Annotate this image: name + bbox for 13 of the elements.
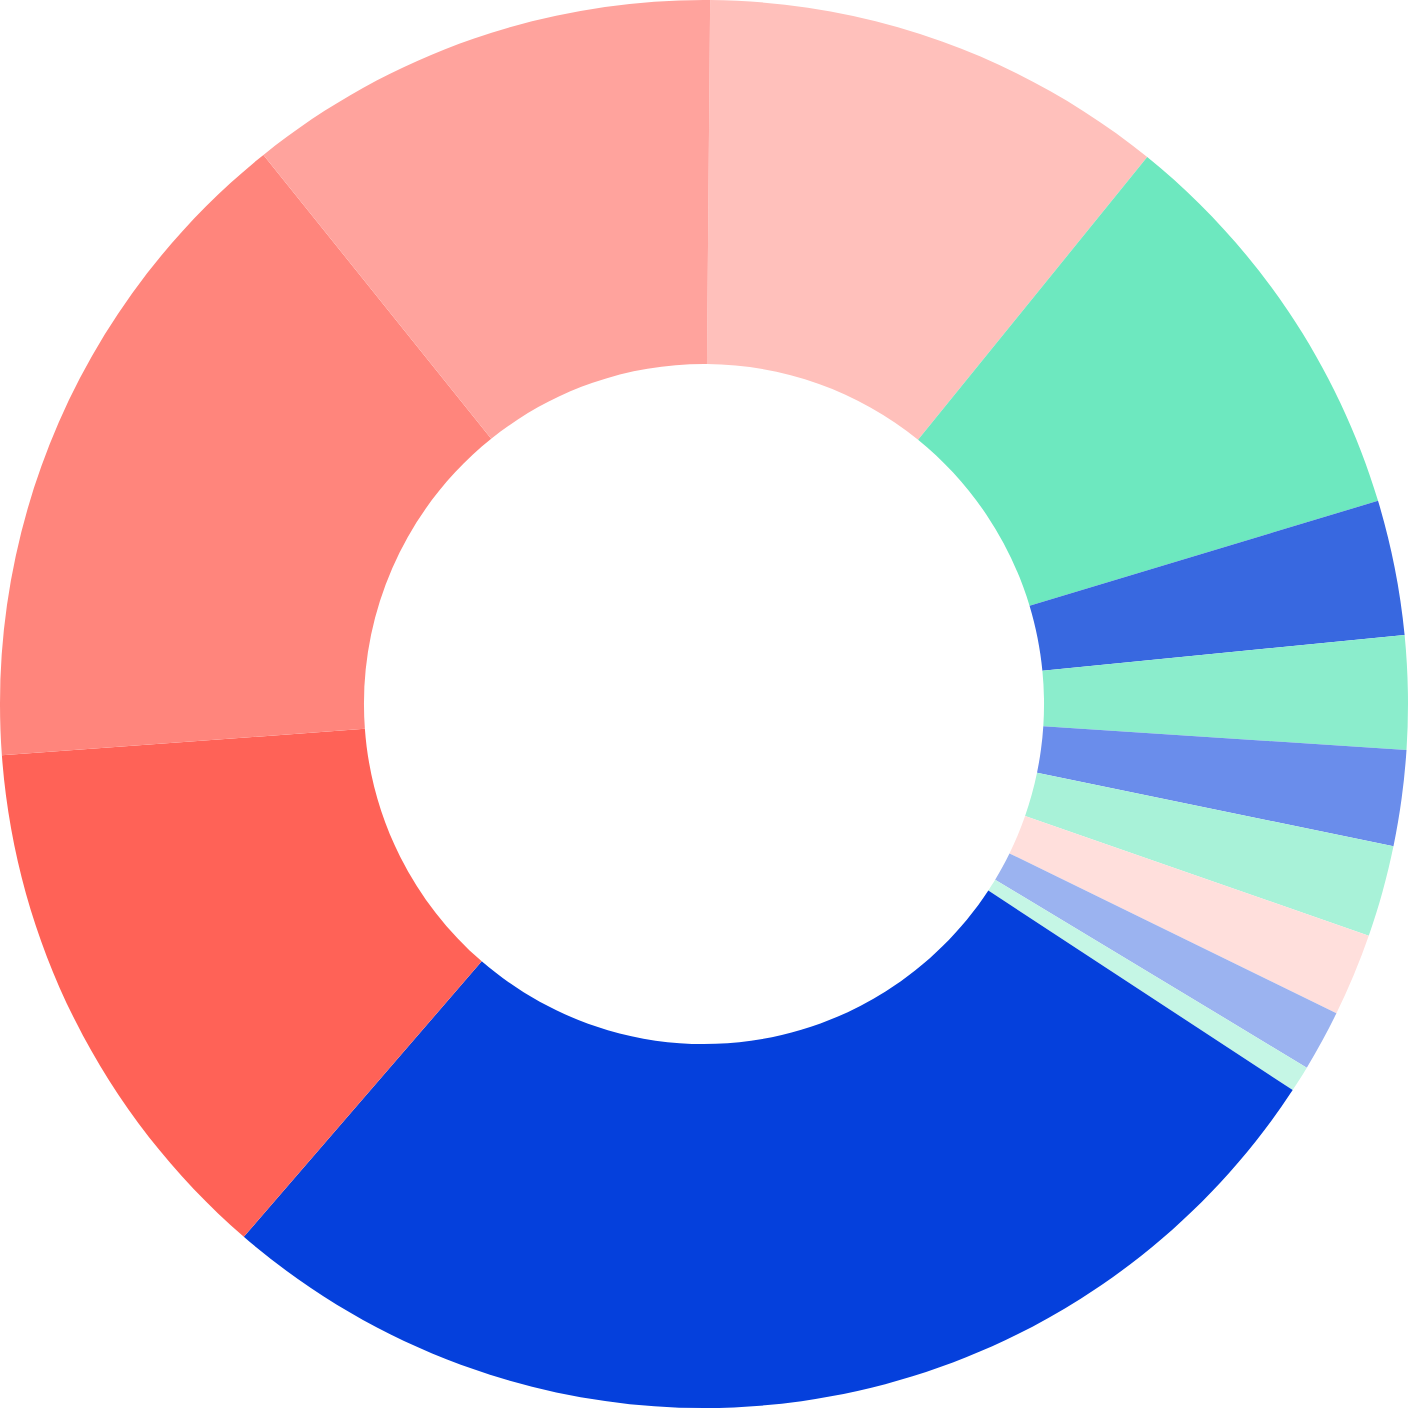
donut-slice [988,879,1307,1091]
donut-slice [1037,726,1407,847]
donut-slice [995,853,1337,1068]
donut-slice [1029,500,1405,671]
donut-slice [243,890,1293,1408]
donut-slice [1042,635,1408,750]
donut-slice [1,728,482,1237]
donut-slice [918,157,1379,606]
donut-slice [263,0,711,439]
donut-slice [1009,815,1369,1014]
donut-slice [1025,772,1394,936]
donut-slice [706,0,1148,440]
donut-slice [0,154,492,756]
